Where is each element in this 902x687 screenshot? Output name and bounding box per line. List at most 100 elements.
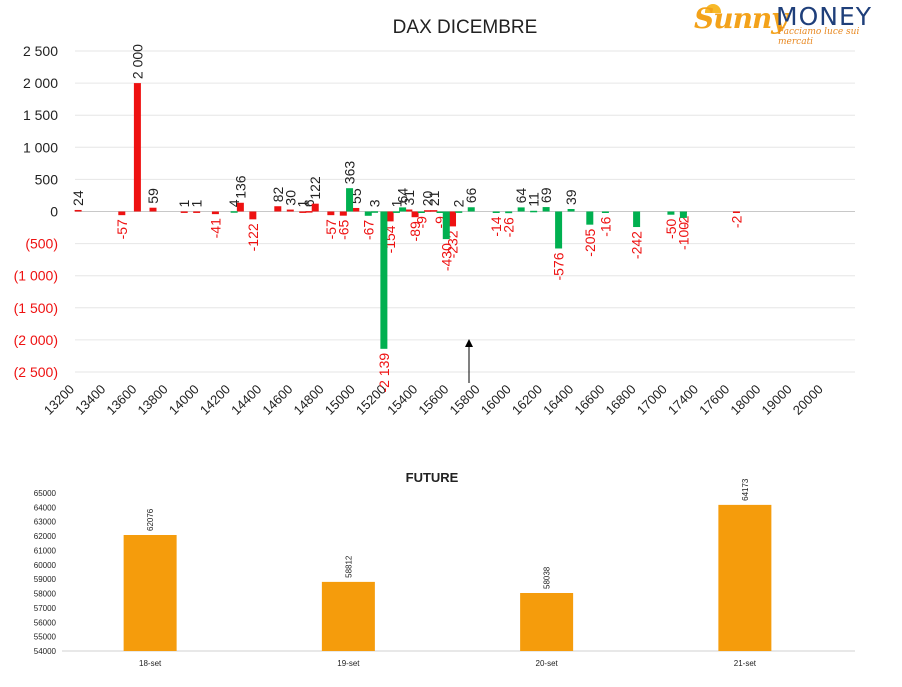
dax-data-label: -65	[335, 219, 351, 239]
x-tick-label: 15000	[322, 382, 358, 418]
dax-bar	[364, 211, 372, 216]
dax-data-label: 2	[451, 199, 467, 207]
x-tick-label: 14400	[228, 382, 264, 418]
dax-data-label: -242	[629, 231, 645, 259]
sun-icon	[705, 4, 721, 13]
y-tick-label: (2 500)	[14, 364, 58, 380]
dax-data-label: 64	[513, 188, 529, 204]
dax-data-label: 363	[342, 161, 358, 185]
dax-data-label: -122	[245, 223, 261, 251]
dax-data-label: -100	[675, 222, 691, 250]
y-tick-label: (500)	[25, 236, 58, 252]
future-y-tick-label: 62000	[34, 532, 57, 541]
y-tick-label: (2 000)	[14, 332, 58, 348]
dax-bar	[380, 211, 388, 349]
dax-data-label: 4	[226, 199, 242, 207]
dax-bar	[327, 211, 335, 216]
x-tick-label: 17400	[665, 382, 701, 418]
dax-data-label: -14	[488, 216, 504, 236]
dax-data-label: -16	[597, 216, 613, 236]
dax-bar	[180, 211, 188, 213]
dax-dicembre-chart: DAX DICEMBRE 2 500 2 000 1 500 1 000 500 0 (500…	[14, 17, 855, 418]
dax-bar	[193, 211, 201, 213]
dax-bar	[236, 202, 244, 212]
logo-brand-right: MONEY	[776, 2, 873, 31]
dax-data-label: 64	[395, 188, 411, 204]
dax-bar	[405, 209, 413, 212]
future-chart: FUTURE 65000 64000 63000 62000 61000 60000 5900…	[34, 470, 855, 668]
dax-data-label: 21	[426, 190, 442, 206]
dax-bar	[633, 211, 641, 228]
y-tick-label: 1 000	[23, 139, 58, 155]
dax-bar	[371, 211, 379, 213]
dax-bar	[274, 206, 282, 212]
dax-bar	[311, 203, 319, 212]
future-y-tick-label: 61000	[34, 546, 57, 555]
future-data-label: 62076	[146, 508, 155, 531]
future-y-tick-label: 65000	[34, 489, 57, 498]
dax-bar	[505, 211, 513, 214]
dax-data-label: -50	[663, 218, 679, 238]
dax-bar	[530, 210, 538, 213]
future-x-tick-label: 18-set	[139, 659, 162, 668]
future-y-tick-label: 56000	[34, 618, 57, 627]
dax-chart-title: DAX DICEMBRE	[393, 17, 538, 38]
y-tick-label: 0	[50, 204, 58, 220]
dax-bar	[417, 211, 425, 213]
dax-data-label: 1	[295, 199, 311, 207]
future-x-tick-label: 19-set	[337, 659, 360, 668]
dax-bar	[392, 211, 400, 213]
dax-bar	[249, 211, 257, 220]
dax-bar	[211, 211, 219, 215]
dax-bar	[305, 211, 313, 213]
dax-bar	[299, 211, 307, 213]
dax-data-label: -205	[582, 228, 598, 256]
dax-bar	[352, 207, 360, 212]
dax-bar	[442, 211, 450, 240]
dax-data-label: 1	[176, 199, 192, 207]
dax-bar	[411, 211, 419, 218]
dax-data-label: -9	[413, 216, 429, 229]
dax-bar	[732, 211, 740, 213]
dax-bar	[667, 211, 675, 215]
x-tick-label: 16400	[540, 382, 576, 418]
y-tick-label: (1 500)	[14, 300, 58, 316]
dax-data-label: -57	[114, 219, 130, 239]
future-y-tick-label: 57000	[34, 604, 57, 613]
dax-bar	[230, 211, 238, 213]
arrow-up-icon	[465, 339, 473, 347]
future-y-tick-label: 59000	[34, 575, 57, 584]
x-tick-label: 17000	[634, 382, 670, 418]
dax-data-label: 59	[145, 188, 161, 204]
y-tick-label: 2 000	[23, 75, 58, 91]
dax-bar	[455, 211, 463, 213]
y-tick-label: 1 500	[23, 107, 58, 123]
dax-data-label: -67	[360, 220, 376, 240]
dax-bar	[449, 211, 457, 227]
future-bar	[718, 504, 772, 651]
dax-data-label: 11	[526, 192, 542, 207]
future-y-tick-label: 60000	[34, 561, 57, 570]
dax-bar	[492, 211, 500, 213]
dax-bar	[467, 207, 475, 212]
x-tick-label: 17600	[696, 382, 732, 418]
x-tick-label: 18000	[727, 382, 763, 418]
dax-data-label: 39	[563, 189, 579, 205]
future-chart-title: FUTURE	[406, 470, 459, 485]
x-tick-label: 13200	[41, 382, 77, 418]
dax-data-label: 30	[282, 190, 298, 206]
x-tick-label: 16800	[603, 382, 639, 418]
dax-bar	[542, 207, 550, 212]
dax-data-label: 2 000	[129, 44, 145, 79]
dax-bar	[133, 83, 141, 212]
dax-data-label: -57	[323, 219, 339, 239]
dax-data-label: -41	[207, 218, 223, 238]
dax-data-label: 66	[463, 187, 479, 203]
x-tick-label: 16000	[478, 382, 514, 418]
x-tick-label: 20000	[790, 382, 826, 418]
dax-data-label: 136	[232, 175, 248, 199]
y-tick-label: 500	[35, 171, 59, 187]
dax-bar	[118, 211, 126, 216]
future-y-tick-label: 58000	[34, 590, 57, 599]
x-tick-label: 13800	[135, 382, 171, 418]
